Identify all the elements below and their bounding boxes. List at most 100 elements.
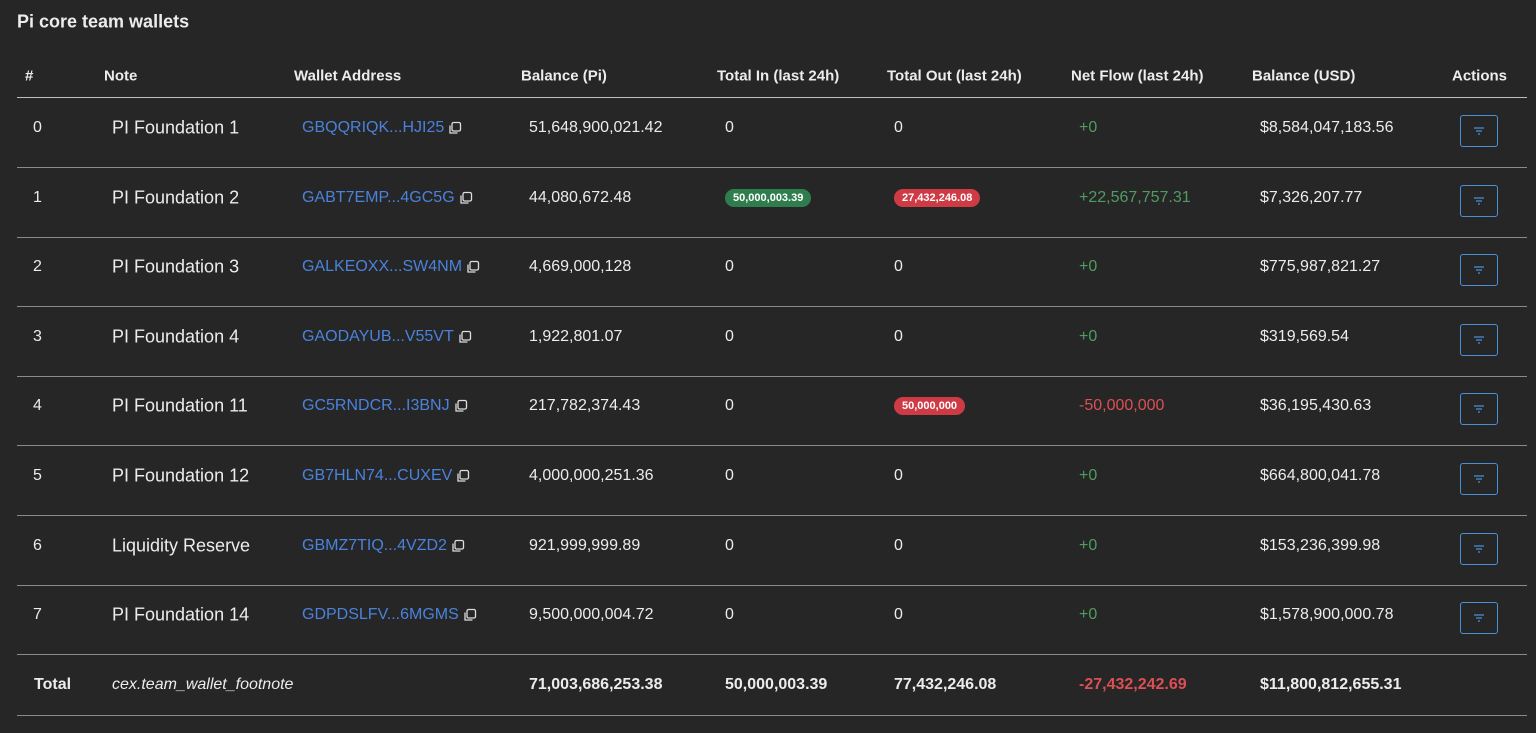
wallet-address[interactable]: GBQQRIQK...HJI25 bbox=[302, 119, 462, 137]
total-in: 0 bbox=[725, 606, 734, 624]
row-index: 4 bbox=[33, 397, 42, 415]
balance-usd: $319,569.54 bbox=[1260, 327, 1349, 345]
balance-pi: 44,080,672.48 bbox=[529, 188, 632, 206]
row-divider bbox=[17, 167, 1527, 168]
total-note: cex.team_wallet_footnote bbox=[112, 676, 294, 693]
net-flow: +0 bbox=[1079, 327, 1098, 345]
header-index: # bbox=[25, 67, 34, 85]
header-actions: Actions bbox=[1452, 67, 1508, 85]
header-balance-usd: Balance (USD) bbox=[1252, 67, 1356, 85]
address-link[interactable]: GAODAYUB...V55VT bbox=[302, 327, 454, 345]
copy-icon[interactable] bbox=[448, 121, 462, 135]
total-out-badge: 27,432,246.08 bbox=[894, 188, 981, 207]
copy-icon[interactable] bbox=[459, 191, 473, 205]
balance-pi: 217,782,374.43 bbox=[529, 397, 641, 415]
filter-icon bbox=[1474, 614, 1484, 622]
total-in: 0 bbox=[725, 536, 734, 554]
row-divider bbox=[17, 236, 1527, 238]
filter-icon bbox=[1474, 405, 1484, 413]
filter-icon bbox=[1474, 196, 1484, 205]
copy-icon[interactable] bbox=[456, 469, 470, 483]
balance-usd: $1,578,900,000.78 bbox=[1260, 606, 1394, 624]
total-in: 0 bbox=[725, 258, 734, 276]
wallet-address[interactable]: GALKEOXX...SW4NM bbox=[302, 258, 480, 276]
action-button[interactable] bbox=[1460, 602, 1498, 635]
net-flow: -50,000,000 bbox=[1079, 397, 1165, 415]
address-link[interactable]: GDPDSLFV...6MGMS bbox=[302, 606, 459, 624]
balance-usd: $775,987,821.27 bbox=[1260, 258, 1381, 276]
action-button[interactable] bbox=[1460, 115, 1498, 147]
total-label: Total bbox=[34, 676, 72, 693]
header-divider bbox=[17, 97, 1527, 98]
filter-icon bbox=[1474, 475, 1484, 483]
copy-icon[interactable] bbox=[463, 608, 477, 622]
total-out: 0 bbox=[894, 467, 903, 484]
row-divider bbox=[17, 375, 1527, 377]
row-divider bbox=[17, 445, 1527, 447]
page-title: Pi core team wallets bbox=[17, 11, 190, 32]
wallet-address[interactable]: GDPDSLFV...6MGMS bbox=[302, 606, 477, 624]
row-divider bbox=[17, 584, 1527, 586]
row-divider bbox=[17, 654, 1527, 656]
row-index: 2 bbox=[33, 258, 42, 276]
address-link[interactable]: GBQQRIQK...HJI25 bbox=[302, 119, 445, 136]
total-out-badge: 50,000,000 bbox=[894, 397, 966, 416]
action-button[interactable] bbox=[1460, 254, 1498, 287]
address-link[interactable]: GB7HLN74...CUXEV bbox=[302, 467, 453, 484]
copy-icon[interactable] bbox=[451, 539, 465, 553]
address-link[interactable]: GABT7EMP...4GC5G bbox=[302, 188, 455, 206]
row-index: 5 bbox=[33, 467, 42, 484]
address-link[interactable]: GBMZ7TIQ...4VZD2 bbox=[302, 536, 447, 554]
total-balance: 71,003,686,253.38 bbox=[529, 676, 663, 693]
balance-pi: 1,922,801.07 bbox=[529, 327, 623, 345]
header-address: Wallet Address bbox=[294, 67, 402, 85]
wallet-address[interactable]: GC5RNDCR...I3BNJ bbox=[302, 397, 468, 415]
row-divider bbox=[17, 306, 1527, 308]
wallet-address[interactable]: GAODAYUB...V55VT bbox=[302, 328, 472, 346]
balance-usd: $153,236,399.98 bbox=[1260, 536, 1381, 554]
total-in: 0 bbox=[725, 397, 734, 415]
wallet-note: PI Foundation 3 bbox=[112, 256, 240, 277]
row-divider bbox=[17, 515, 1527, 516]
action-button[interactable] bbox=[1460, 532, 1498, 565]
wallet-address[interactable]: GABT7EMP...4GC5G bbox=[302, 189, 473, 207]
total-out: 0 bbox=[894, 327, 903, 345]
net-flow: +0 bbox=[1079, 467, 1098, 484]
balance-pi: 4,669,000,128 bbox=[529, 258, 632, 276]
total-out: 0 bbox=[894, 536, 903, 554]
wallet-note: PI Foundation 11 bbox=[112, 395, 248, 416]
balance-usd: $8,584,047,183.56 bbox=[1260, 119, 1394, 136]
total-in: 0 bbox=[725, 119, 734, 136]
action-button[interactable] bbox=[1460, 463, 1498, 495]
balance-usd: $36,195,430.63 bbox=[1260, 397, 1372, 415]
total-net-flow: -27,432,242.69 bbox=[1079, 676, 1187, 693]
wallet-address[interactable]: GBMZ7TIQ...4VZD2 bbox=[302, 537, 465, 555]
wallet-note: Liquidity Reserve bbox=[112, 535, 251, 556]
header-note: Note bbox=[104, 67, 138, 85]
address-link[interactable]: GALKEOXX...SW4NM bbox=[302, 258, 463, 276]
action-button[interactable] bbox=[1460, 393, 1498, 426]
row-index: 0 bbox=[33, 119, 42, 136]
total-in: 0 bbox=[725, 467, 734, 484]
copy-icon[interactable] bbox=[454, 399, 468, 413]
header-net-flow: Net Flow (last 24h) bbox=[1071, 67, 1204, 85]
net-flow: +0 bbox=[1079, 536, 1098, 554]
header-balance: Balance (Pi) bbox=[521, 67, 607, 85]
header-total-in: Total In (last 24h) bbox=[717, 67, 840, 85]
copy-icon[interactable] bbox=[458, 330, 472, 344]
address-link[interactable]: GC5RNDCR...I3BNJ bbox=[302, 397, 450, 415]
balance-pi: 921,999,999.89 bbox=[529, 536, 641, 554]
filter-icon bbox=[1474, 127, 1484, 135]
table-bottom bbox=[17, 715, 1527, 716]
net-flow: +0 bbox=[1079, 258, 1098, 276]
total-balance-usd: $11,800,812,655.31 bbox=[1260, 676, 1402, 693]
wallet-address[interactable]: GB7HLN74...CUXEV bbox=[302, 467, 470, 485]
row-index: 3 bbox=[33, 327, 42, 345]
action-button[interactable] bbox=[1460, 184, 1498, 217]
wallet-note: PI Foundation 4 bbox=[112, 326, 240, 347]
total-out: 0 bbox=[894, 119, 903, 136]
copy-icon[interactable] bbox=[466, 260, 480, 274]
total-out: 0 bbox=[894, 258, 903, 276]
action-button[interactable] bbox=[1460, 323, 1498, 356]
